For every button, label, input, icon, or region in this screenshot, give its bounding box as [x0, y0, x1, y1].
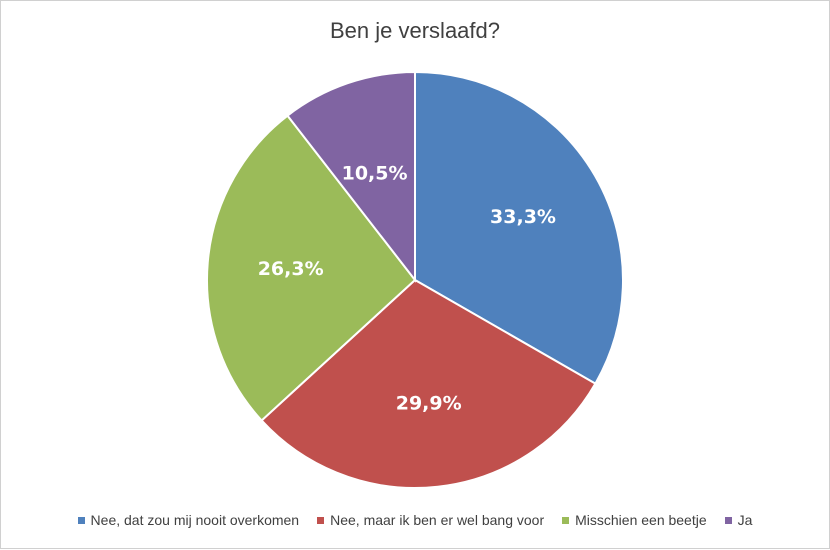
- data-label-ja: 10,5%: [342, 162, 408, 184]
- legend-swatch-nooit: [77, 516, 85, 524]
- chart-legend: Nee, dat zou mij nooit overkomen Nee, ma…: [1, 512, 829, 528]
- pie-slice-nooit: [414, 70, 624, 385]
- legend-label-beetje: Misschien een beetje: [575, 512, 707, 528]
- legend-item-ja: Ja: [724, 512, 753, 528]
- data-label-beetje: 26,3%: [258, 258, 324, 280]
- legend-label-nooit: Nee, dat zou mij nooit overkomen: [90, 512, 300, 528]
- legend-swatch-ja: [724, 516, 732, 524]
- pie-slice-bang: [260, 278, 597, 489]
- legend-item-beetje: Misschien een beetje: [562, 512, 707, 528]
- pie-slice-beetje: [206, 114, 417, 422]
- legend-swatch-beetje: [562, 516, 570, 524]
- data-label-nooit: 33,3%: [490, 206, 556, 228]
- pie-slice-ja: [286, 70, 416, 283]
- legend-item-nooit: Nee, dat zou mij nooit overkomen: [77, 512, 300, 528]
- legend-label-bang: Nee, maar ik ben er wel bang voor: [330, 512, 545, 528]
- legend-label-ja: Ja: [737, 512, 753, 528]
- legend-swatch-bang: [317, 516, 325, 524]
- chart-title: Ben je verslaafd?: [330, 18, 500, 43]
- legend-item-bang: Nee, maar ik ben er wel bang voor: [317, 512, 544, 528]
- data-label-bang: 29,9%: [396, 393, 462, 415]
